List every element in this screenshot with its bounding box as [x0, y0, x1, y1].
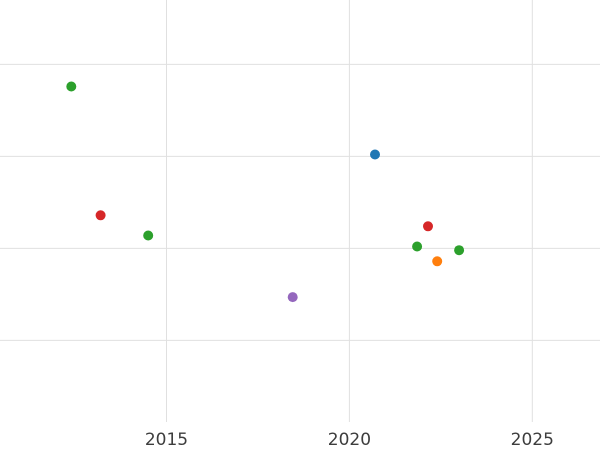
x-tick-label: 2020 [328, 430, 371, 450]
scatter-point-green [454, 245, 465, 256]
scatter-point-orange [432, 256, 443, 267]
scatter-point-red [95, 210, 106, 221]
x-tick-label: 2025 [511, 430, 554, 450]
scatter-point-green [66, 81, 77, 92]
scatter-point-green [143, 230, 154, 241]
scatter-point-green [412, 241, 423, 252]
scatter-point-blue [370, 149, 380, 160]
scatter-point-red [423, 221, 433, 232]
x-tick-label: 2015 [145, 430, 188, 450]
scatter-point-purple [287, 292, 298, 303]
